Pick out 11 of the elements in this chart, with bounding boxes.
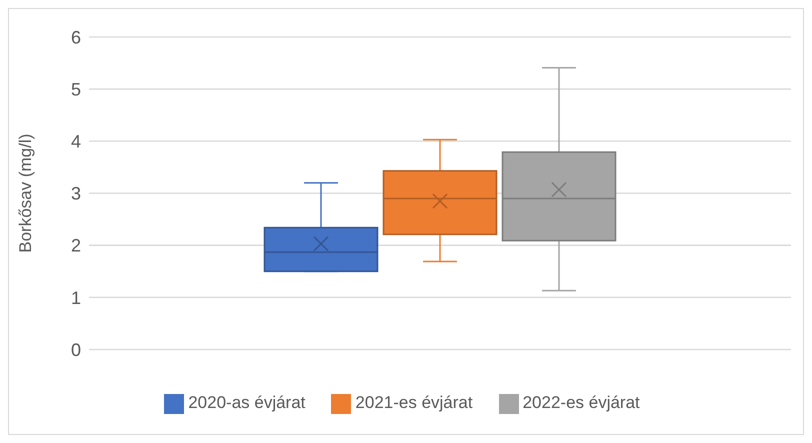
legend-label: 2021-es évjárat (355, 393, 473, 412)
y-tick-label: 2 (70, 236, 81, 256)
y-axis-title: Borkősav (mg/l) (16, 134, 36, 253)
legend-label: 2022-es évjárat (522, 393, 640, 412)
legend-label: 2020-as évjárat (188, 393, 306, 412)
y-tick-label: 6 (70, 27, 81, 48)
y-tick-label: 1 (70, 288, 81, 308)
y-tick-label: 4 (70, 132, 81, 152)
y-tick-label: 5 (70, 79, 81, 100)
y-tick-label: 0 (70, 340, 81, 360)
y-tick-label: 3 (70, 184, 81, 204)
